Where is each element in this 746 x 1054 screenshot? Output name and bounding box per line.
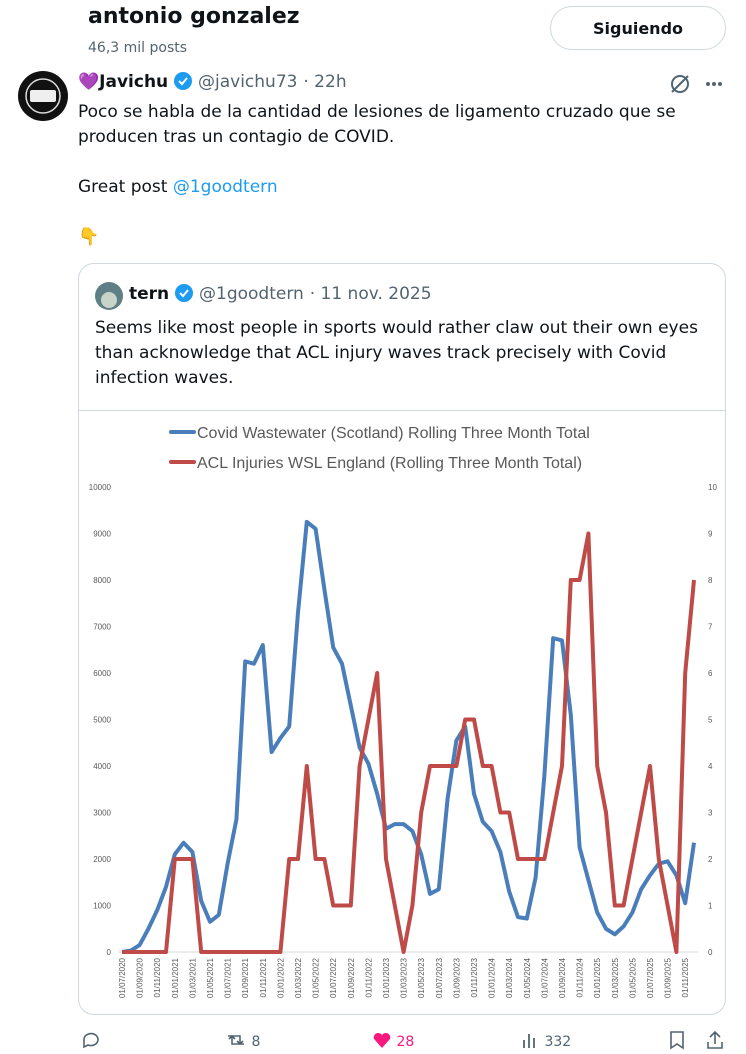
x-tick-label: 01/07/2024	[540, 957, 549, 998]
y2-tick-label: 7	[708, 623, 713, 632]
y-tick-label: 10000	[89, 483, 112, 492]
x-tick-label: 01/09/2020	[136, 957, 145, 998]
share-button[interactable]	[705, 1030, 725, 1054]
x-tick-label: 01/07/2022	[329, 957, 338, 998]
x-tick-label: 01/01/2021	[171, 957, 180, 998]
x-tick-label: 01/05/2021	[206, 957, 215, 998]
tweet-body: Poco se habla de la cantidad de lesiones…	[78, 102, 676, 147]
quote-date: · 11 nov. 2025	[309, 284, 432, 304]
y-tick-label: 9000	[93, 530, 111, 539]
x-tick-label: 01/03/2023	[400, 957, 409, 998]
y-tick-label: 6000	[93, 669, 111, 678]
x-tick-label: 01/03/2022	[294, 957, 303, 998]
y2-tick-label: 10	[708, 483, 717, 492]
x-tick-label: 01/07/2025	[646, 957, 655, 998]
x-tick-label: 01/09/2023	[452, 957, 461, 998]
quote-text: Seems like most people in sports would r…	[95, 318, 698, 388]
verified-badge	[174, 72, 193, 90]
x-tick-label: 01/09/2024	[558, 957, 567, 998]
profile-name: antonio gonzalez	[88, 4, 300, 29]
y2-tick-label: 8	[708, 576, 713, 585]
x-tick-label: 01/03/2021	[188, 957, 197, 998]
x-tick-label: 01/11/2020	[153, 957, 162, 997]
tweet-author[interactable]: 💜Javichu @javichu73 · 22h	[78, 72, 347, 92]
x-tick-label: 01/05/2025	[628, 957, 637, 998]
reply-button[interactable]	[80, 1030, 100, 1054]
y-tick-label: 8000	[93, 576, 111, 585]
quote-author-name: tern	[129, 284, 170, 304]
series-line	[121, 519, 696, 954]
x-tick-label: 01/11/2024	[576, 957, 585, 997]
x-tick-label: 01/01/2025	[593, 957, 602, 998]
y2-tick-label: 5	[708, 716, 713, 725]
views-button[interactable]: 332	[520, 1030, 571, 1050]
x-tick-label: 01/07/2020	[118, 957, 127, 998]
x-tick-label: 01/09/2021	[241, 957, 250, 998]
x-tick-label: 01/05/2024	[523, 957, 532, 998]
mention[interactable]: @1goodtern	[172, 177, 278, 197]
y-tick-label: 1000	[93, 902, 111, 911]
x-tick-label: 01/07/2023	[435, 957, 444, 998]
y2-tick-label: 0	[708, 948, 713, 957]
x-tick-label: 01/07/2021	[224, 957, 233, 998]
retweet-count: 8	[251, 1034, 261, 1050]
x-tick-label: 01/01/2024	[488, 957, 497, 998]
x-tick-label: 01/09/2022	[347, 957, 356, 998]
y2-tick-label: 4	[708, 762, 713, 771]
y-tick-label: 0	[107, 948, 112, 957]
tweet-text2: Great post	[78, 177, 168, 197]
y2-tick-label: 2	[708, 855, 713, 864]
view-count: 332	[544, 1034, 572, 1050]
like-count: 28	[396, 1034, 415, 1050]
x-tick-label: 01/05/2023	[417, 957, 426, 998]
verified-badge	[175, 284, 194, 302]
y-tick-label: 5000	[93, 716, 111, 725]
quote-handle: @1goodtern	[199, 284, 304, 304]
x-tick-label: 01/11/2025	[681, 957, 690, 997]
x-tick-label: 01/01/2023	[382, 957, 391, 998]
y2-tick-label: 3	[708, 809, 713, 818]
quote-author: tern @1goodtern · 11 nov. 2025	[129, 284, 432, 304]
y2-tick-label: 6	[708, 669, 713, 678]
post-count: 46,3 mil posts	[88, 40, 188, 56]
series-line	[122, 531, 696, 954]
retweet-button[interactable]: 8	[225, 1030, 260, 1050]
tweet-time: · 22h	[303, 72, 347, 92]
tweet-text: Poco se habla de la cantidad de lesiones…	[78, 100, 678, 250]
author-handle: @javichu73	[198, 72, 298, 92]
y-tick-label: 4000	[93, 762, 111, 771]
quoted-tweet[interactable]: tern @1goodtern · 11 nov. 2025 Seems lik…	[78, 263, 726, 1015]
tweet-menu[interactable]	[668, 72, 728, 96]
y-tick-label: 2000	[93, 855, 111, 864]
author-name: 💜Javichu	[78, 72, 169, 92]
x-tick-label: 01/05/2022	[312, 957, 321, 998]
avatar-label	[30, 90, 56, 102]
tweet-line: Great post @1goodtern	[78, 175, 678, 200]
x-tick-label: 01/11/2023	[470, 957, 479, 997]
emoji: 👇	[78, 227, 100, 247]
like-button[interactable]: 28	[372, 1030, 414, 1050]
legend-label: ACL Injuries WSL England (Rolling Three …	[197, 455, 582, 472]
x-tick-label: 01/01/2022	[276, 957, 285, 998]
y-tick-label: 3000	[93, 809, 111, 818]
chart: Covid Wastewater (Scotland) Rolling Thre…	[79, 410, 725, 998]
x-tick-label: 01/11/2021	[259, 957, 268, 997]
x-tick-label: 01/03/2024	[505, 957, 514, 998]
quote-avatar	[95, 282, 123, 310]
y-tick-label: 7000	[93, 623, 111, 632]
y2-tick-label: 9	[708, 530, 713, 539]
avatar[interactable]	[17, 70, 69, 122]
x-tick-label: 01/03/2025	[611, 957, 620, 998]
x-tick-label: 01/09/2025	[664, 957, 673, 998]
legend-label: Covid Wastewater (Scotland) Rolling Thre…	[197, 425, 590, 442]
bookmark-button[interactable]	[667, 1030, 687, 1054]
x-tick-label: 01/11/2022	[364, 957, 373, 997]
follow-button[interactable]: Siguiendo	[550, 6, 726, 50]
y2-tick-label: 1	[708, 902, 713, 911]
avatar-ring	[25, 78, 61, 114]
